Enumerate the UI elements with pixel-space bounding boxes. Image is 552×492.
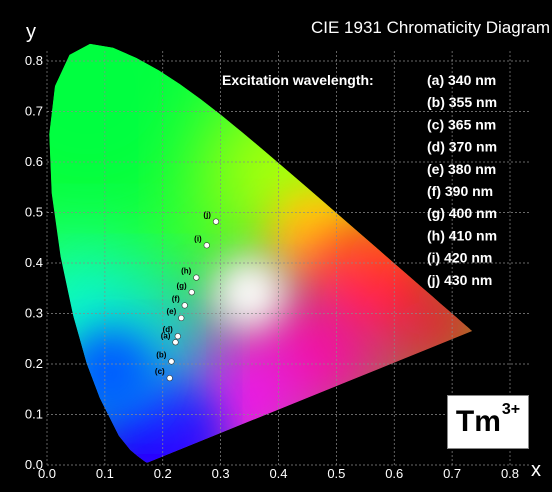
- data-point: [193, 274, 200, 281]
- data-point: [168, 358, 175, 365]
- y-tick-label: 0.3: [25, 306, 43, 321]
- x-tick-label: 0.1: [96, 466, 114, 481]
- legend-entry: (a) 340 nm: [427, 72, 496, 88]
- data-point: [172, 339, 179, 346]
- y-tick-label: 0.8: [25, 53, 43, 68]
- y-axis-label: y: [26, 21, 36, 43]
- point-label: (d): [163, 325, 174, 334]
- axis-ticks: 0.0 0.1 0.2 0.3 0.4 0.5 0.6 0.7 0.8 0.0 0.1 0.2 0.3 0…: [25, 53, 519, 481]
- legend-entry: (h) 410 nm: [427, 227, 497, 243]
- x-tick-label: 0.4: [269, 466, 287, 481]
- point-label: (h): [181, 267, 192, 276]
- y-tick-label: 0.4: [25, 255, 43, 270]
- legend-entry: (c) 365 nm: [427, 116, 496, 132]
- data-point: [203, 242, 210, 249]
- y-tick-label: 0.0: [25, 457, 43, 472]
- legend-entry: (e) 380 nm: [427, 161, 496, 177]
- point-label: (c): [155, 367, 165, 376]
- point-label: (f): [172, 294, 180, 303]
- ion-badge: Tm 3+: [447, 395, 529, 449]
- x-axis-label: x: [531, 459, 541, 481]
- legend: (a) 340 nm (b) 355 nm (c) 365 nm (d) 370 nm…: [427, 72, 497, 288]
- x-tick-label: 0.5: [327, 466, 345, 481]
- x-tick-label: 0.0: [38, 466, 56, 481]
- data-point: [181, 302, 188, 309]
- data-points: (a) (b) (c) (d) (e) (f) (g) (h) (i) (j): [155, 211, 220, 382]
- data-point: [188, 289, 195, 296]
- data-point: [212, 218, 220, 225]
- legend-entry: (i) 420 nm: [427, 250, 492, 266]
- legend-heading: Excitation wavelength:: [222, 72, 374, 88]
- y-tick-label: 0.7: [25, 104, 43, 119]
- point-label: (j): [203, 211, 211, 220]
- legend-entry: (d) 370 nm: [427, 139, 497, 155]
- x-tick-label: 0.6: [385, 466, 403, 481]
- y-tick-label: 0.6: [25, 154, 43, 169]
- chart-title: CIE 1931 Chromaticity Diagram: [311, 18, 550, 37]
- ion-symbol: Tm: [455, 405, 501, 438]
- data-point: [166, 375, 173, 382]
- data-point: [174, 333, 181, 340]
- x-tick-label: 0.7: [443, 466, 461, 481]
- legend-entry: (f) 390 nm: [427, 183, 493, 199]
- point-label: (g): [176, 281, 187, 290]
- ion-charge: 3+: [501, 401, 521, 418]
- data-point: [178, 314, 185, 322]
- x-tick-label: 0.8: [501, 466, 519, 481]
- point-label: (b): [156, 350, 167, 359]
- point-label: (a): [161, 331, 171, 340]
- legend-entry: (b) 355 nm: [427, 94, 497, 110]
- y-tick-label: 0.1: [25, 407, 43, 422]
- y-tick-label: 0.5: [25, 205, 43, 220]
- legend-entry: (g) 400 nm: [427, 205, 497, 221]
- point-label: (i): [194, 234, 202, 243]
- x-tick-label: 0.2: [154, 466, 172, 481]
- point-label: (e): [166, 307, 176, 316]
- x-tick-label: 0.3: [212, 466, 230, 481]
- y-tick-label: 0.2: [25, 356, 43, 371]
- legend-entry: (j) 430 nm: [427, 272, 492, 288]
